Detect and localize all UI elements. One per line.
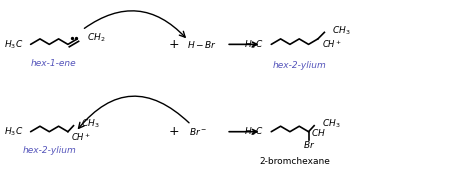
Text: $Br$: $Br$ — [303, 139, 316, 150]
Text: $CH_3$: $CH_3$ — [81, 117, 100, 130]
Text: $H_3C$: $H_3C$ — [244, 38, 263, 51]
Text: hex-2-ylium: hex-2-ylium — [272, 61, 326, 70]
Text: $H_3C$: $H_3C$ — [4, 38, 23, 51]
Text: $CH^+$: $CH^+$ — [322, 38, 342, 50]
Text: $CH^+$: $CH^+$ — [71, 131, 91, 143]
Text: $H-Br$: $H-Br$ — [187, 39, 217, 50]
Text: hex-2-ylium: hex-2-ylium — [22, 146, 76, 155]
Text: $H_3C$: $H_3C$ — [244, 125, 263, 138]
Text: $Br^-$: $Br^-$ — [189, 126, 207, 137]
Text: +: + — [168, 125, 179, 138]
Text: $H_3C$: $H_3C$ — [4, 125, 23, 138]
Text: $CH_3$: $CH_3$ — [332, 24, 351, 37]
Text: $CH_3$: $CH_3$ — [322, 117, 341, 130]
Text: +: + — [168, 38, 179, 51]
Text: 2-bromchexane: 2-bromchexane — [259, 157, 330, 166]
Text: $CH_2$: $CH_2$ — [87, 32, 105, 44]
Text: hex-1-ene: hex-1-ene — [31, 59, 77, 68]
Text: $CH$: $CH$ — [311, 127, 326, 138]
